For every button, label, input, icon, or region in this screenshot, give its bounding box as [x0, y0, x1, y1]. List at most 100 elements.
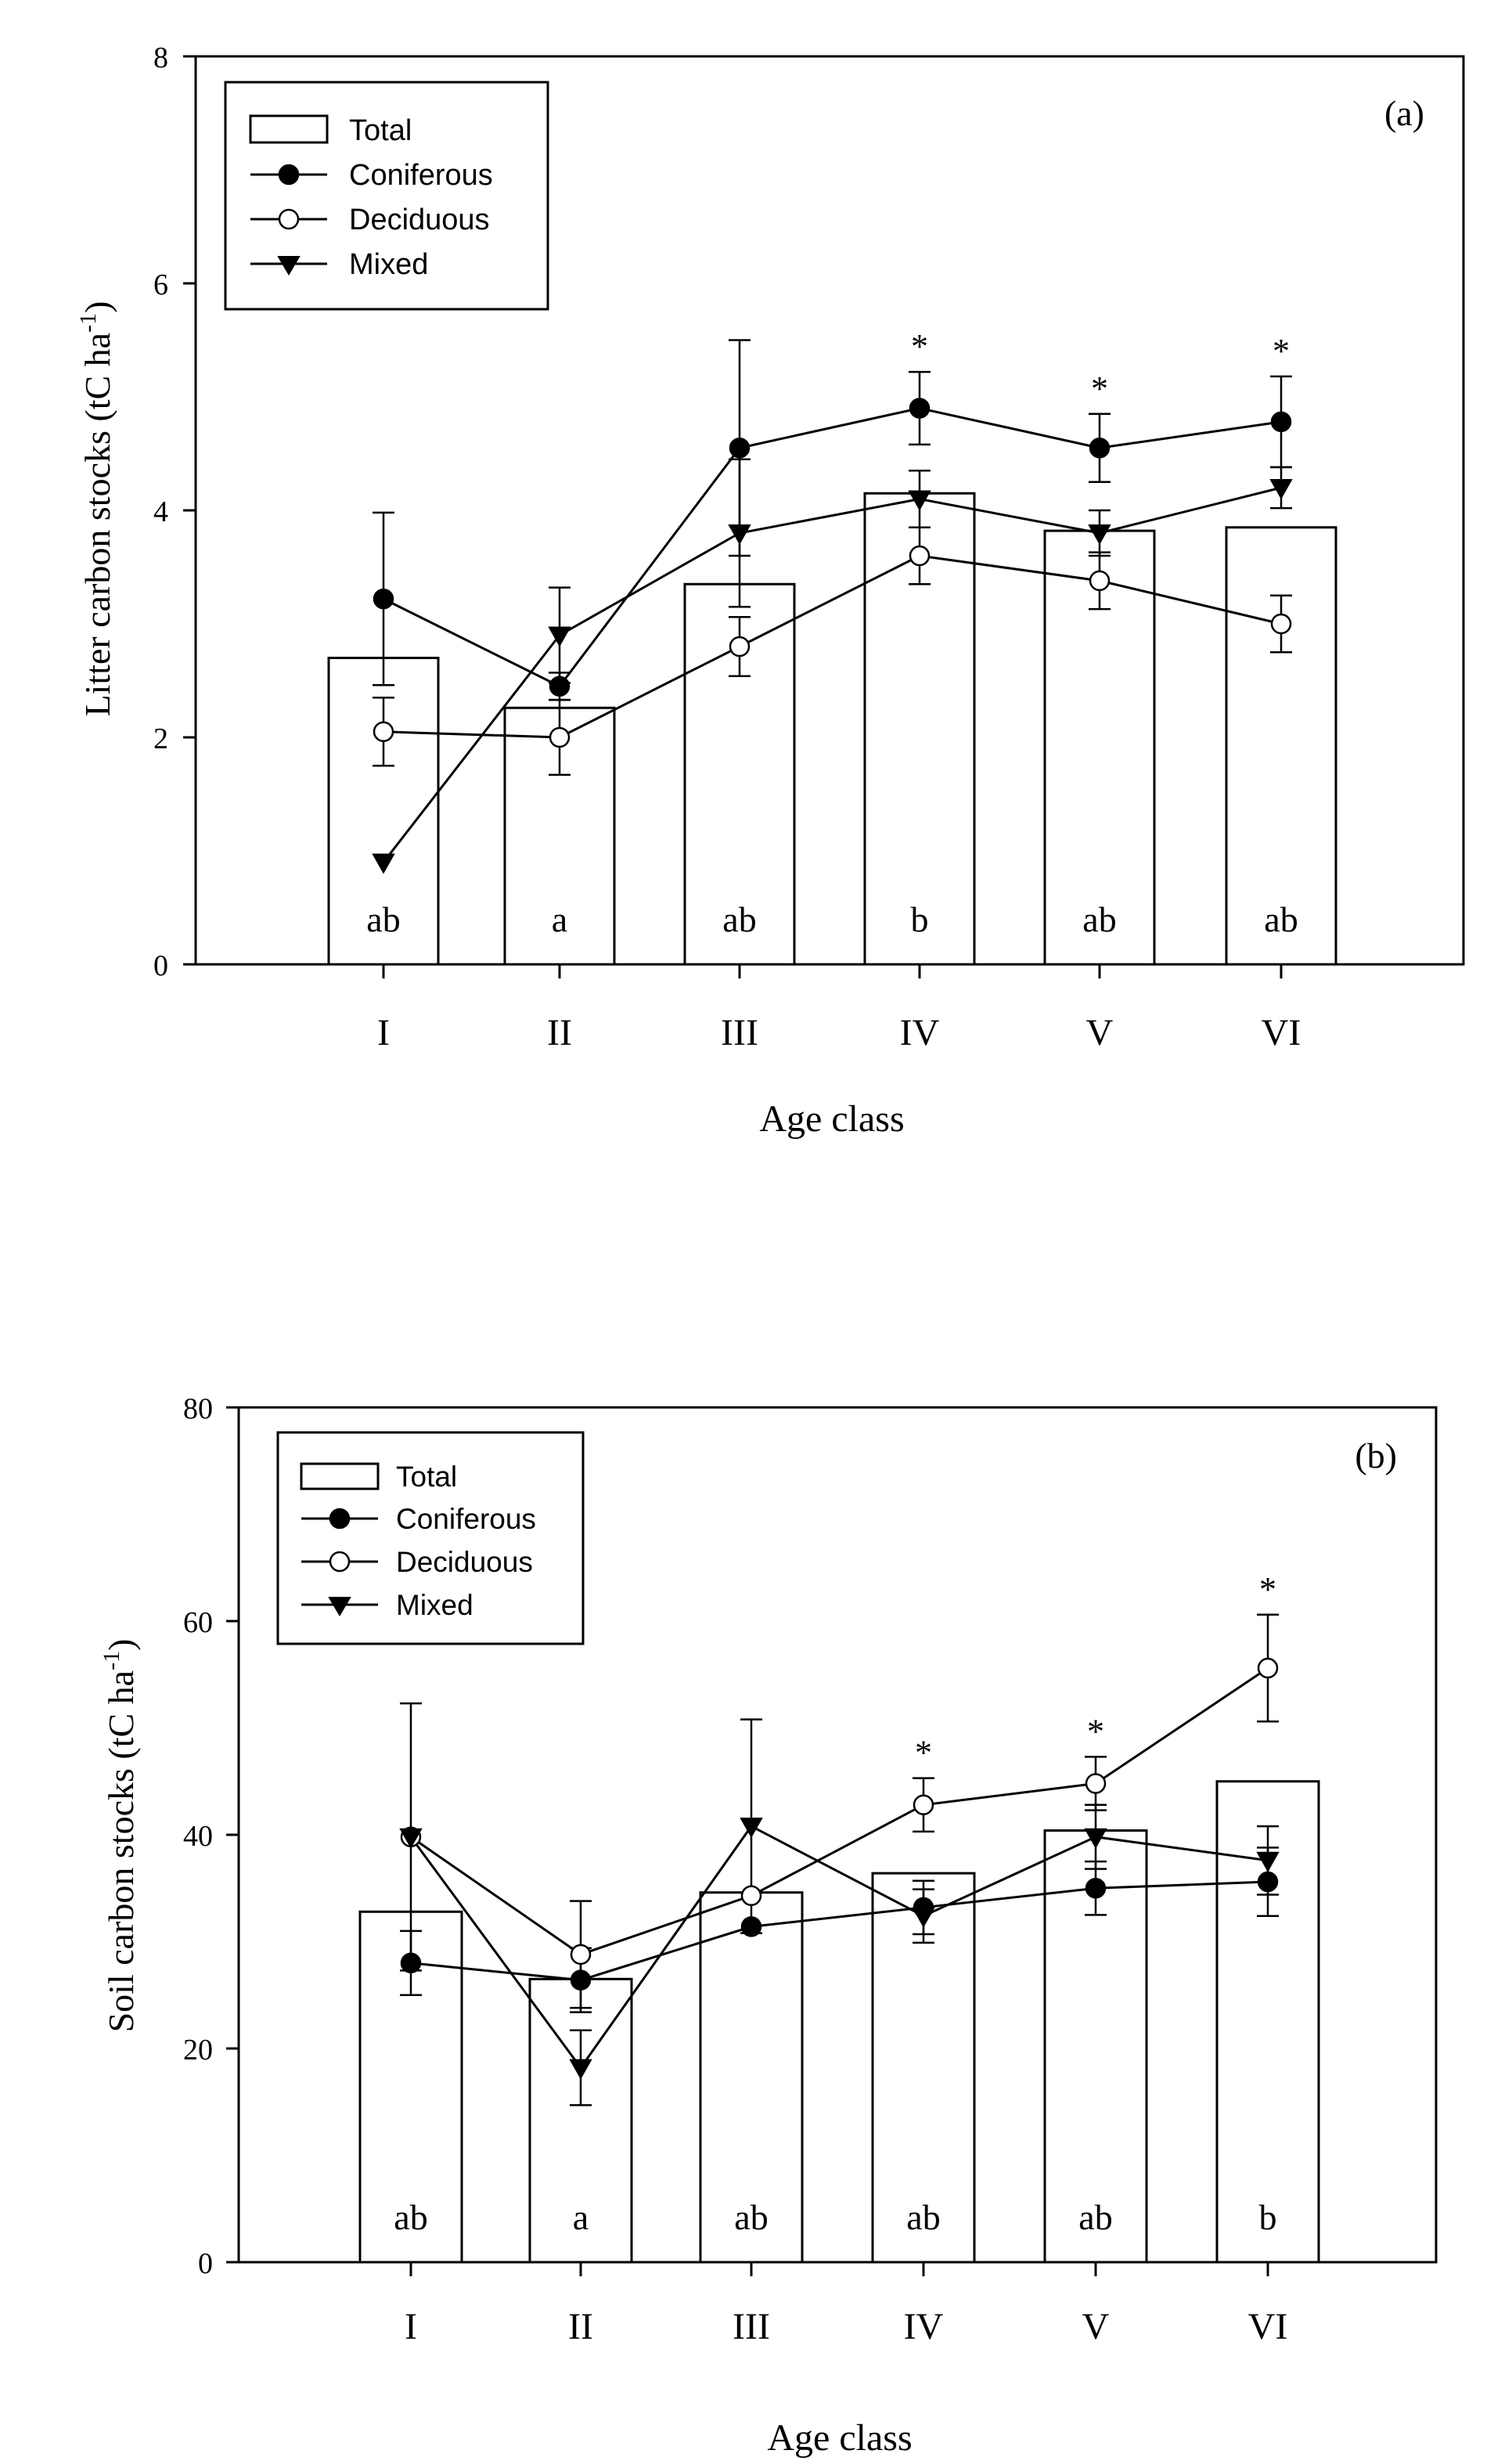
panel-b-y-tick-label: 80: [183, 1393, 213, 1425]
panel-b-y-axis-title-main: Soil carbon stocks (tC ha: [101, 1670, 141, 2033]
panel-b-significance-star: *: [915, 1734, 932, 1772]
panel-b-significance-star: *: [1087, 1712, 1104, 1750]
panel-b-y-axis-title: Soil carbon stocks (tC ha-1): [99, 1639, 141, 2033]
panel-a-coniferous-point: [1270, 411, 1292, 433]
panel-a-legend-deciduous-marker: [278, 208, 300, 230]
panel-a-bar-letter: b: [911, 899, 929, 939]
panel-a-y-tick-label: 4: [153, 495, 168, 528]
panel-a-x-tick-label: II: [547, 1012, 572, 1054]
panel-b-x-tick-label: V: [1082, 2306, 1110, 2347]
panel-a-mixed-point: [728, 524, 751, 546]
panel-b-coniferous-point: [570, 1969, 592, 1991]
panel-a-deciduous-point: [729, 636, 751, 658]
panel-a-mixed-point: [1269, 479, 1293, 500]
panel-a-y-axis-title-main: Litter carbon stocks (tC ha: [77, 333, 117, 717]
panel-b-mixed-point: [740, 1818, 763, 1839]
panel-b-deciduous-point: [913, 1794, 934, 1816]
panel-a-coniferous-point: [729, 438, 751, 459]
panel-a-deciduous-point: [549, 726, 571, 748]
panel-b-mixed-line: [409, 1825, 1269, 2070]
panel-b-coniferous-line: [410, 1880, 1269, 1982]
panel-a-x-tick-label: IV: [900, 1012, 940, 1054]
panel-a-x-tick-label: I: [377, 1012, 390, 1054]
panel-a-y-tick-label: 6: [153, 268, 168, 301]
panel-a-coniferous-point: [549, 676, 571, 697]
panel-a-label: (a): [1384, 93, 1424, 133]
panel-a-y-tick-label: 2: [153, 722, 168, 755]
panel-b-legend-total-swatch: [300, 1462, 380, 1490]
panel-a-coniferous-point: [909, 398, 931, 419]
panel-a-bar-letter: ab: [366, 899, 400, 939]
panel-b-label: (b): [1355, 1436, 1397, 1476]
panel-a-legend-deciduous-label: Deciduous: [349, 204, 490, 236]
panel-a-x-tick-label: III: [721, 1012, 758, 1054]
panel-a-legend-total-swatch: [249, 114, 329, 144]
panel-b-y-axis-title-close: ): [101, 1639, 141, 1651]
panel-b-bar-letter: a: [573, 2197, 589, 2237]
panel-a-legend-mixed-label: Mixed: [349, 248, 428, 281]
panel-b-mixed-point: [912, 1907, 935, 1928]
panel-b-legend-deciduous-marker: [329, 1551, 351, 1573]
panel-b-y-tick-label: 20: [183, 2034, 213, 2066]
panel-b-significance-star: *: [1259, 1570, 1276, 1609]
panel-b-coniferous-point: [1257, 1871, 1279, 1893]
panel-a-y-tick-label: 0: [153, 949, 168, 982]
panel-b-y-tick-label: 60: [183, 1606, 213, 1639]
panel-b-bar-letter: ab: [394, 2197, 427, 2237]
panel-b-bar-total: [528, 1977, 633, 2264]
panel-b-legend-total-label: Total: [396, 1461, 457, 1493]
panel-a-y-axis-title: Litter carbon stocks (tC ha-1): [75, 301, 117, 717]
panel-b-deciduous-point: [740, 1885, 762, 1907]
panel-b-bar-letter: ab: [1078, 2197, 1112, 2237]
panel-a-mixed-point: [908, 490, 931, 511]
panel-a-y-axis-title-sup: -1: [75, 313, 101, 333]
panel-b-mixed-point: [1084, 1828, 1107, 1849]
panel-b-deciduous-point: [1085, 1773, 1107, 1794]
panel-a-legend-total-label: Total: [349, 114, 412, 147]
panel-b-x-tick-label: III: [733, 2306, 770, 2347]
panel-b-y-axis-title-sup: -1: [99, 1651, 124, 1670]
panel-b-x-tick-label: I: [405, 2306, 417, 2347]
panel-b-coniferous-point: [1085, 1878, 1107, 1899]
panel-b-deciduous-line: [410, 1666, 1269, 1956]
panel-a-x-tick-label: V: [1086, 1012, 1114, 1054]
panel-a-deciduous-line: [383, 554, 1282, 739]
panel-b-coniferous-point: [740, 1916, 762, 1937]
panel-b-x-tick-label: IV: [904, 2306, 944, 2347]
panel-a-coniferous-point: [1089, 438, 1111, 459]
panel-a-x-axis-title: Age class: [759, 1098, 904, 1140]
panel-a-deciduous-point: [1270, 613, 1292, 635]
panel-b-bar-total: [1215, 1780, 1320, 2264]
panel-b-mixed-point: [1256, 1851, 1280, 1872]
panel-a-deciduous-point: [1089, 570, 1111, 592]
panel-b-legend-mixed-marker: [328, 1597, 351, 1616]
panel-b-x-tick-label: II: [568, 2306, 593, 2347]
panel-a-bar-letter: ab: [1264, 899, 1298, 939]
panel-a-x-tick-label: VI: [1262, 1012, 1301, 1054]
panel-a-bar-letter: a: [552, 899, 567, 939]
panel-a-deciduous-point: [373, 721, 394, 742]
panel-b-y-tick-label: 40: [183, 1820, 213, 1853]
panel-b-mixed-point: [399, 1828, 423, 1849]
panel-b-y-tick-label: 0: [198, 2247, 213, 2280]
panel-a-legend: Total Coniferous Deciduous Mixed: [224, 81, 549, 311]
panel-b-legend-mixed-label: Mixed: [396, 1589, 473, 1621]
panel-b-bar-total: [699, 1891, 804, 2264]
panel-a-y-tick-label: 8: [153, 41, 168, 74]
panel-a-legend-coniferous-marker: [278, 164, 300, 186]
panel-a-mixed-point: [548, 626, 571, 647]
panel-b-x-tick-label: VI: [1248, 2306, 1288, 2347]
panel-a-coniferous-point: [373, 588, 394, 610]
panel-b-mixed-point: [569, 2059, 592, 2080]
panel-b-legend: Total Coniferous Deciduous Mixed: [276, 1431, 585, 1645]
panel-a-legend-mixed-marker: [277, 256, 301, 276]
panel-a-bar-letter: ab: [722, 899, 756, 939]
panel-a-significance-star: *: [1273, 332, 1290, 370]
panel-b-coniferous-point: [400, 1952, 422, 1974]
panel-a-significance-star: *: [1091, 369, 1108, 408]
panel-b-legend-deciduous-label: Deciduous: [396, 1546, 533, 1578]
panel-a-significance-star: *: [911, 327, 928, 366]
